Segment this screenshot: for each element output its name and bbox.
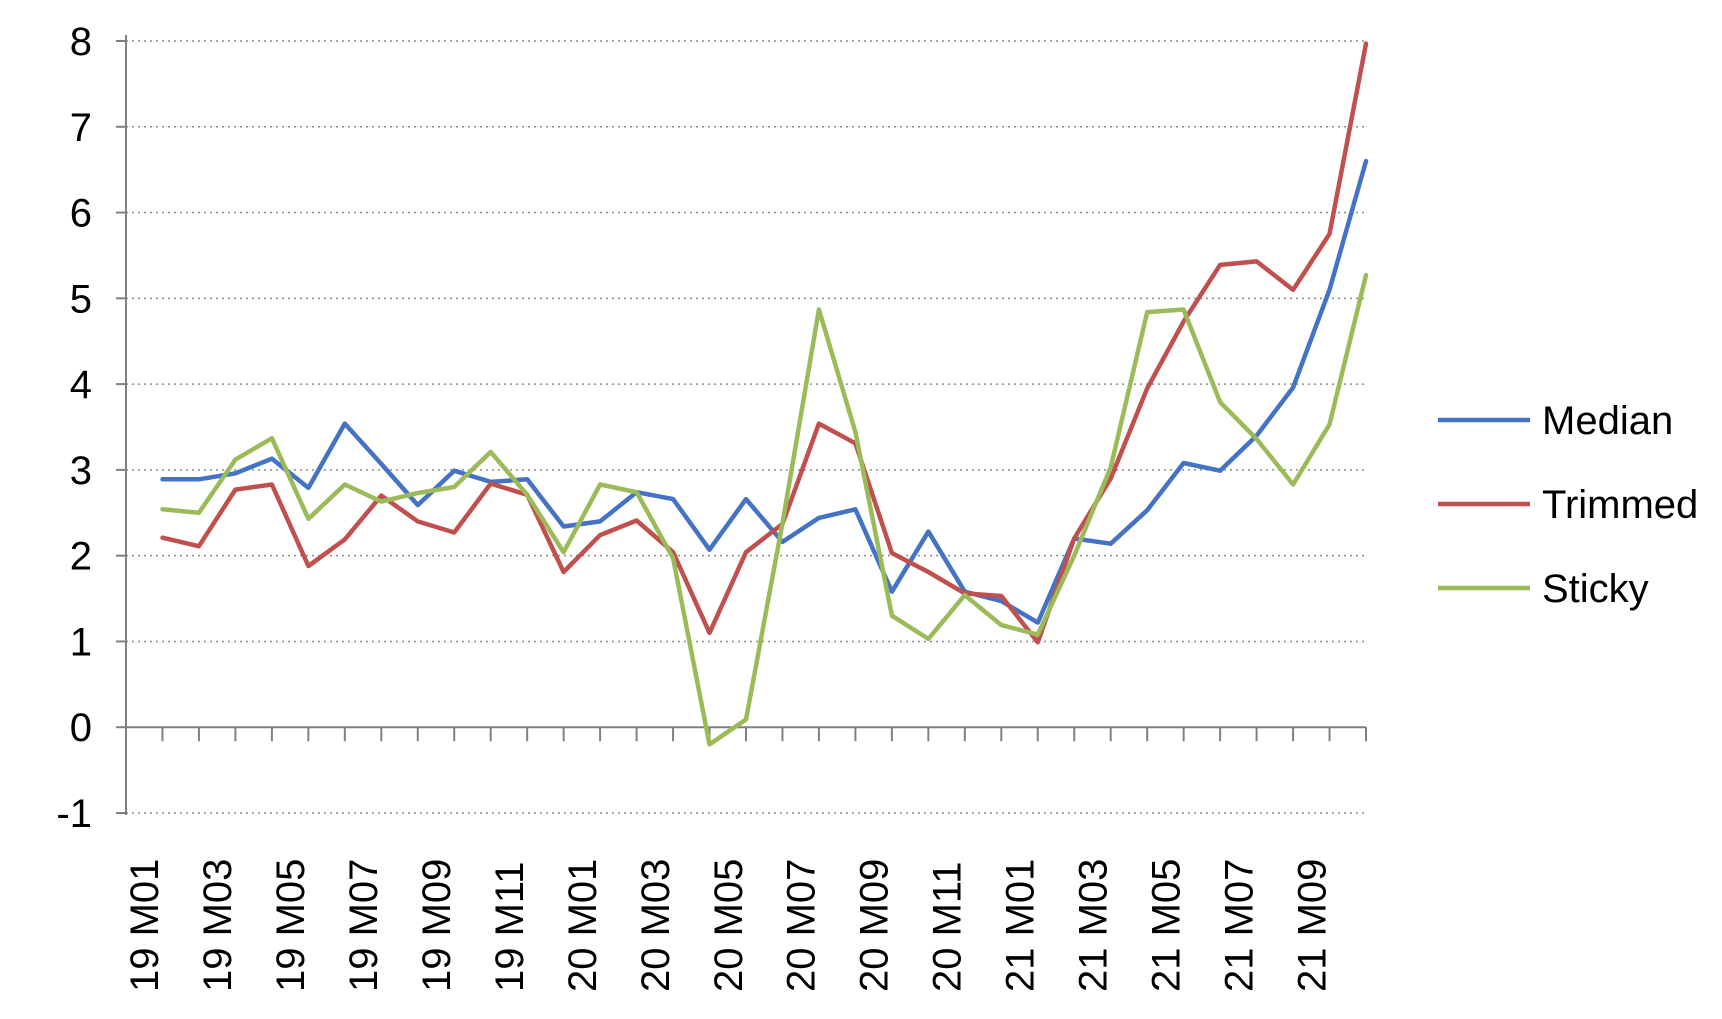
x-tick-label: 20 M09 <box>853 859 897 992</box>
gridlines <box>126 40 1366 814</box>
legend-label-median: Median <box>1542 399 1673 443</box>
series-lines <box>160 41 1369 747</box>
y-tick-label: -1 <box>56 792 92 836</box>
axes: -1 0 1 2 3 4 5 6 7 8 19 M01 19 M03 19 M05 19 M07 19 M0… <box>56 20 1367 992</box>
x-tick-label: 21 M03 <box>1071 859 1115 992</box>
x-tick-label: 19 M01 <box>123 859 167 992</box>
x-tick-label: 20 M11 <box>926 862 970 992</box>
x-tick-label: 19 M07 <box>342 859 386 992</box>
y-tick-label: 1 <box>70 620 92 664</box>
x-tick-label: 19 M03 <box>196 859 240 992</box>
legend: Median Trimmed Sticky <box>1438 399 1698 611</box>
y-tick-label: 3 <box>70 449 92 493</box>
y-tick-label: 7 <box>70 106 92 150</box>
x-tick-label: 20 M03 <box>634 859 678 992</box>
y-tick-label: 8 <box>70 20 92 64</box>
y-tick-label: 4 <box>70 363 92 407</box>
series-line-trimmed <box>160 41 1369 645</box>
series-line-median <box>160 158 1369 625</box>
legend-label-trimmed: Trimmed <box>1542 483 1698 527</box>
y-tick-label: 0 <box>70 706 92 750</box>
x-tick-label: 20 M05 <box>707 859 751 992</box>
x-tick-label: 21 M09 <box>1290 859 1334 992</box>
x-tick-label: 20 M01 <box>561 859 605 992</box>
series-line-sticky <box>160 272 1369 747</box>
x-tick-label: 21 M07 <box>1217 859 1261 992</box>
x-tick-label: 19 M09 <box>415 859 459 992</box>
y-tick-label: 5 <box>70 277 92 321</box>
x-tick-label: 20 M07 <box>780 859 824 992</box>
x-tick-label: 19 M05 <box>269 859 313 992</box>
legend-label-sticky: Sticky <box>1542 567 1649 611</box>
x-tick-label: 21 M01 <box>999 859 1043 992</box>
x-tick-label: 21 M05 <box>1144 859 1188 992</box>
y-tick-label: 2 <box>70 535 92 579</box>
y-tick-label: 6 <box>70 192 92 236</box>
x-tick-label: 19 M11 <box>488 862 532 992</box>
